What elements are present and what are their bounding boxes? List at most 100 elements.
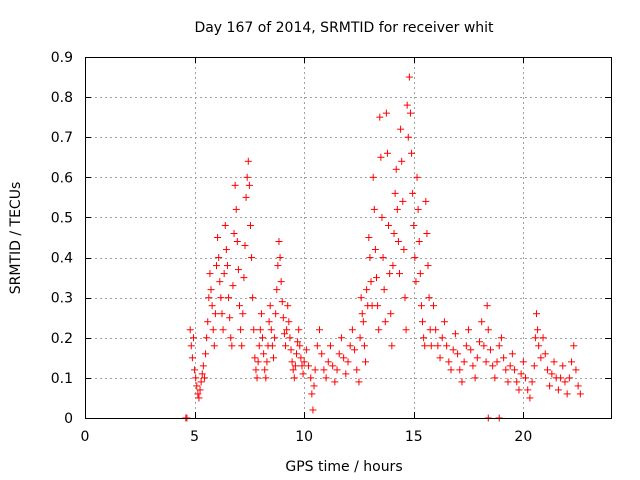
y-tick-label: 0.1 <box>51 371 73 387</box>
data-point <box>534 326 542 334</box>
data-point <box>449 346 457 354</box>
data-point <box>565 374 573 382</box>
data-point <box>238 342 246 350</box>
data-point <box>392 165 400 173</box>
data-point <box>299 370 307 378</box>
y-tick-label: 0 <box>64 411 73 427</box>
data-point <box>316 326 324 334</box>
data-point <box>372 274 380 282</box>
data-point <box>236 302 244 310</box>
x-tick-label: 15 <box>405 429 423 445</box>
data-point <box>342 370 350 378</box>
data-point <box>234 266 242 274</box>
data-point <box>531 334 539 342</box>
data-point <box>188 354 196 362</box>
data-point <box>308 390 316 398</box>
data-point <box>207 286 215 294</box>
data-point <box>326 342 334 350</box>
data-point <box>221 221 229 229</box>
data-point <box>322 374 330 382</box>
data-point <box>189 334 197 342</box>
data-point <box>274 262 282 270</box>
data-point <box>366 254 374 262</box>
data-point <box>397 125 405 133</box>
data-point <box>486 346 494 354</box>
data-point <box>255 342 263 350</box>
data-point <box>199 362 207 370</box>
data-point <box>297 354 305 362</box>
data-point <box>254 358 262 366</box>
data-point <box>376 113 384 121</box>
data-point <box>393 205 401 213</box>
data-point <box>335 350 343 358</box>
data-point <box>295 326 303 334</box>
data-point <box>195 394 203 402</box>
data-point <box>381 318 389 326</box>
data-point <box>333 366 341 374</box>
data-point <box>493 358 501 366</box>
data-point <box>423 229 431 237</box>
data-point <box>371 246 379 254</box>
data-point <box>300 358 308 366</box>
data-point <box>269 354 277 362</box>
data-point <box>268 342 276 350</box>
y-tick-label: 0.2 <box>51 331 73 347</box>
data-point <box>422 197 430 205</box>
data-point <box>337 334 345 342</box>
data-point <box>318 350 326 358</box>
data-point <box>489 362 497 370</box>
data-point <box>434 342 442 350</box>
data-point <box>519 358 527 366</box>
data-point <box>187 342 195 350</box>
data-point <box>340 354 348 362</box>
data-point <box>205 294 213 302</box>
data-point <box>248 254 256 262</box>
data-point <box>279 314 287 322</box>
data-point <box>416 270 424 278</box>
data-point <box>568 358 576 366</box>
data-point <box>265 318 273 326</box>
data-point <box>451 330 459 338</box>
data-point <box>576 390 584 398</box>
data-point <box>226 314 234 322</box>
data-point <box>310 382 318 390</box>
data-point <box>548 370 556 378</box>
y-tick-label: 0.6 <box>51 170 73 186</box>
data-point <box>256 326 264 334</box>
data-point <box>465 326 473 334</box>
data-point <box>402 326 410 334</box>
y-tick-labels: 0 0.1 0.2 0.3 0.4 0.5 0.6 0.7 0.8 0.9 <box>51 50 73 427</box>
data-point <box>391 189 399 197</box>
data-point <box>311 366 319 374</box>
data-point <box>272 310 280 318</box>
data-point <box>209 326 217 334</box>
data-point <box>497 334 505 342</box>
y-tick-label: 0.5 <box>51 210 73 226</box>
data-point <box>369 173 377 181</box>
data-point <box>225 294 233 302</box>
data-point <box>443 342 451 350</box>
data-point <box>440 318 448 326</box>
data-point <box>410 221 418 229</box>
data-point <box>197 378 205 386</box>
data-point <box>559 362 567 370</box>
data-point <box>291 362 299 370</box>
data-point <box>405 73 413 81</box>
data-point <box>425 294 433 302</box>
data-point <box>257 310 265 318</box>
data-points <box>182 73 584 422</box>
data-point <box>473 354 481 362</box>
data-point <box>241 242 249 250</box>
data-point <box>249 294 257 302</box>
data-point <box>244 157 252 165</box>
data-point <box>219 326 227 334</box>
data-point <box>398 157 406 165</box>
data-point <box>508 350 516 358</box>
data-point <box>429 302 437 310</box>
data-point <box>374 302 382 310</box>
plot-frame <box>85 57 612 419</box>
data-point <box>484 326 492 334</box>
y-tick-label: 0.3 <box>51 291 73 307</box>
